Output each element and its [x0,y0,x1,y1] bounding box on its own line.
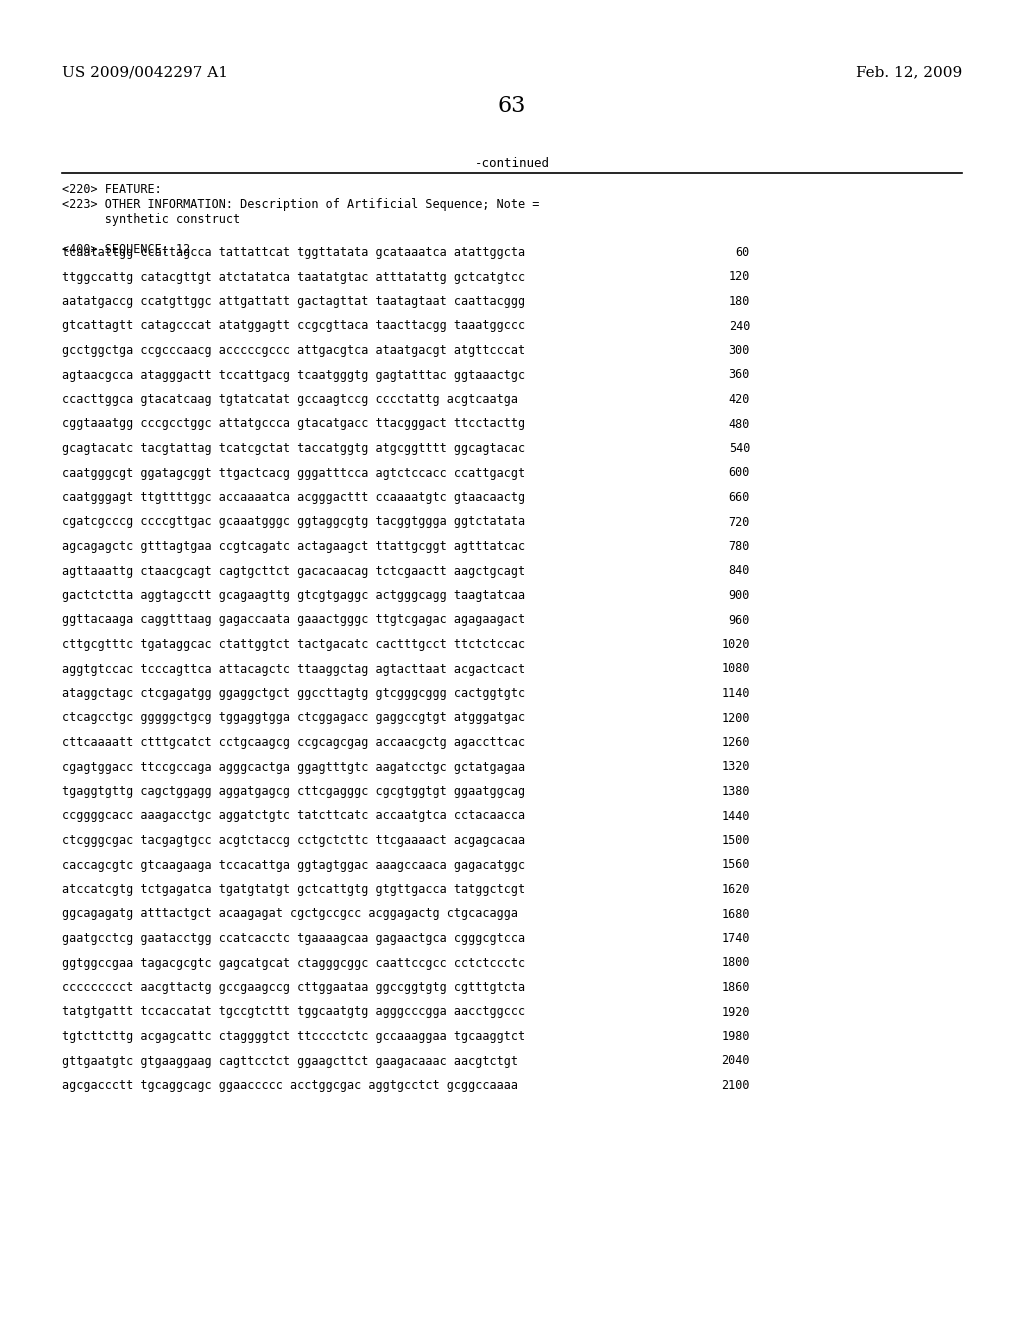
Text: 960: 960 [729,614,750,627]
Text: ggtggccgaa tagacgcgtc gagcatgcat ctagggcggc caattccgcc cctctccctc: ggtggccgaa tagacgcgtc gagcatgcat ctagggc… [62,957,525,969]
Text: 840: 840 [729,565,750,578]
Text: 240: 240 [729,319,750,333]
Text: 420: 420 [729,393,750,407]
Text: Feb. 12, 2009: Feb. 12, 2009 [856,65,962,79]
Text: <223> OTHER INFORMATION: Description of Artificial Sequence; Note =: <223> OTHER INFORMATION: Description of … [62,198,540,211]
Text: gcctggctga ccgcccaacg acccccgccc attgacgtca ataatgacgt atgttcccat: gcctggctga ccgcccaacg acccccgccc attgacg… [62,345,525,356]
Text: <400> SEQUENCE: 12: <400> SEQUENCE: 12 [62,243,190,256]
Text: gcagtacatc tacgtattag tcatcgctat taccatggtg atgcggtttt ggcagtacac: gcagtacatc tacgtattag tcatcgctat taccatg… [62,442,525,455]
Text: 780: 780 [729,540,750,553]
Text: atccatcgtg tctgagatca tgatgtatgt gctcattgtg gtgttgacca tatggctcgt: atccatcgtg tctgagatca tgatgtatgt gctcatt… [62,883,525,896]
Text: gactctctta aggtagcctt gcagaagttg gtcgtgaggc actgggcagg taagtatcaa: gactctctta aggtagcctt gcagaagttg gtcgtga… [62,589,525,602]
Text: gtcattagtt catagcccat atatggagtt ccgcgttaca taacttacgg taaatggccc: gtcattagtt catagcccat atatggagtt ccgcgtt… [62,319,525,333]
Text: agtaacgcca atagggactt tccattgacg tcaatgggtg gagtatttac ggtaaactgc: agtaacgcca atagggactt tccattgacg tcaatgg… [62,368,525,381]
Text: 900: 900 [729,589,750,602]
Text: 300: 300 [729,345,750,356]
Text: ggcagagatg atttactgct acaagagat cgctgccgcc acggagactg ctgcacagga: ggcagagatg atttactgct acaagagat cgctgccg… [62,908,518,920]
Text: 1380: 1380 [722,785,750,799]
Text: cgagtggacc ttccgccaga agggcactga ggagtttgtc aagatcctgc gctatgagaa: cgagtggacc ttccgccaga agggcactga ggagttt… [62,760,525,774]
Text: 720: 720 [729,516,750,528]
Text: 1140: 1140 [722,686,750,700]
Text: 1560: 1560 [722,858,750,871]
Text: 1440: 1440 [722,809,750,822]
Text: ccccccccct aacgttactg gccgaagccg cttggaataa ggccggtgtg cgtttgtcta: ccccccccct aacgttactg gccgaagccg cttggaa… [62,981,525,994]
Text: 1740: 1740 [722,932,750,945]
Text: ataggctagc ctcgagatgg ggaggctgct ggccttagtg gtcgggcggg cactggtgtc: ataggctagc ctcgagatgg ggaggctgct ggcctta… [62,686,525,700]
Text: 60: 60 [736,246,750,259]
Text: 1020: 1020 [722,638,750,651]
Text: 540: 540 [729,442,750,455]
Text: 1620: 1620 [722,883,750,896]
Text: gttgaatgtc gtgaaggaag cagttcctct ggaagcttct gaagacaaac aacgtctgt: gttgaatgtc gtgaaggaag cagttcctct ggaagct… [62,1055,518,1068]
Text: agcagagctc gtttagtgaa ccgtcagatc actagaagct ttattgcggt agtttatcac: agcagagctc gtttagtgaa ccgtcagatc actagaa… [62,540,525,553]
Text: 1680: 1680 [722,908,750,920]
Text: ttggccattg catacgttgt atctatatca taatatgtac atttatattg gctcatgtcc: ttggccattg catacgttgt atctatatca taatatg… [62,271,525,284]
Text: -continued: -continued [474,157,550,170]
Text: 1860: 1860 [722,981,750,994]
Text: 1080: 1080 [722,663,750,676]
Text: 1260: 1260 [722,737,750,748]
Text: cggtaaatgg cccgcctggc attatgccca gtacatgacc ttacgggact ttcctacttg: cggtaaatgg cccgcctggc attatgccca gtacatg… [62,417,525,430]
Text: agttaaattg ctaacgcagt cagtgcttct gacacaacag tctcgaactt aagctgcagt: agttaaattg ctaacgcagt cagtgcttct gacacaa… [62,565,525,578]
Text: ggttacaaga caggtttaag gagaccaata gaaactgggc ttgtcgagac agagaagact: ggttacaaga caggtttaag gagaccaata gaaactg… [62,614,525,627]
Text: cttgcgtttc tgataggcac ctattggtct tactgacatc cactttgcct ttctctccac: cttgcgtttc tgataggcac ctattggtct tactgac… [62,638,525,651]
Text: tcaatattgg ccattagcca tattattcat tggttatata gcataaatca atattggcta: tcaatattgg ccattagcca tattattcat tggttat… [62,246,525,259]
Text: aggtgtccac tcccagttca attacagctc ttaaggctag agtacttaat acgactcact: aggtgtccac tcccagttca attacagctc ttaaggc… [62,663,525,676]
Text: 1500: 1500 [722,834,750,847]
Text: gaatgcctcg gaatacctgg ccatcacctc tgaaaagcaa gagaactgca cgggcgtcca: gaatgcctcg gaatacctgg ccatcacctc tgaaaag… [62,932,525,945]
Text: US 2009/0042297 A1: US 2009/0042297 A1 [62,65,228,79]
Text: agcgaccctt tgcaggcagc ggaaccccc acctggcgac aggtgcctct gcggccaaaa: agcgaccctt tgcaggcagc ggaaccccc acctggcg… [62,1078,518,1092]
Text: 480: 480 [729,417,750,430]
Text: 2100: 2100 [722,1078,750,1092]
Text: 1200: 1200 [722,711,750,725]
Text: 600: 600 [729,466,750,479]
Text: cttcaaaatt ctttgcatct cctgcaagcg ccgcagcgag accaacgctg agaccttcac: cttcaaaatt ctttgcatct cctgcaagcg ccgcagc… [62,737,525,748]
Text: 1800: 1800 [722,957,750,969]
Text: tgaggtgttg cagctggagg aggatgagcg cttcgagggc cgcgtggtgt ggaatggcag: tgaggtgttg cagctggagg aggatgagcg cttcgag… [62,785,525,799]
Text: aatatgaccg ccatgttggc attgattatt gactagttat taatagtaat caattacggg: aatatgaccg ccatgttggc attgattatt gactagt… [62,294,525,308]
Text: caatgggagt ttgttttggc accaaaatca acgggacttt ccaaaatgtc gtaacaactg: caatgggagt ttgttttggc accaaaatca acgggac… [62,491,525,504]
Text: 120: 120 [729,271,750,284]
Text: tatgtgattt tccaccatat tgccgtcttt tggcaatgtg agggcccgga aacctggccc: tatgtgattt tccaccatat tgccgtcttt tggcaat… [62,1006,525,1019]
Text: 1320: 1320 [722,760,750,774]
Text: ctcagcctgc gggggctgcg tggaggtgga ctcggagacc gaggccgtgt atgggatgac: ctcagcctgc gggggctgcg tggaggtgga ctcggag… [62,711,525,725]
Text: 180: 180 [729,294,750,308]
Text: 1980: 1980 [722,1030,750,1043]
Text: 63: 63 [498,95,526,117]
Text: 360: 360 [729,368,750,381]
Text: 1920: 1920 [722,1006,750,1019]
Text: ccacttggca gtacatcaag tgtatcatat gccaagtccg cccctattg acgtcaatga: ccacttggca gtacatcaag tgtatcatat gccaagt… [62,393,518,407]
Text: 2040: 2040 [722,1055,750,1068]
Text: cgatcgcccg ccccgttgac gcaaatgggc ggtaggcgtg tacggtggga ggtctatata: cgatcgcccg ccccgttgac gcaaatgggc ggtaggc… [62,516,525,528]
Text: caccagcgtc gtcaagaaga tccacattga ggtagtggac aaagccaaca gagacatggc: caccagcgtc gtcaagaaga tccacattga ggtagtg… [62,858,525,871]
Text: ccggggcacc aaagacctgc aggatctgtc tatcttcatc accaatgtca cctacaacca: ccggggcacc aaagacctgc aggatctgtc tatcttc… [62,809,525,822]
Text: tgtcttcttg acgagcattc ctaggggtct ttcccctctc gccaaaggaa tgcaaggtct: tgtcttcttg acgagcattc ctaggggtct ttcccct… [62,1030,525,1043]
Text: <220> FEATURE:: <220> FEATURE: [62,183,162,195]
Text: ctcgggcgac tacgagtgcc acgtctaccg cctgctcttc ttcgaaaact acgagcacaa: ctcgggcgac tacgagtgcc acgtctaccg cctgctc… [62,834,525,847]
Text: caatgggcgt ggatagcggt ttgactcacg gggatttcca agtctccacc ccattgacgt: caatgggcgt ggatagcggt ttgactcacg gggattt… [62,466,525,479]
Text: synthetic construct: synthetic construct [62,213,240,226]
Text: 660: 660 [729,491,750,504]
